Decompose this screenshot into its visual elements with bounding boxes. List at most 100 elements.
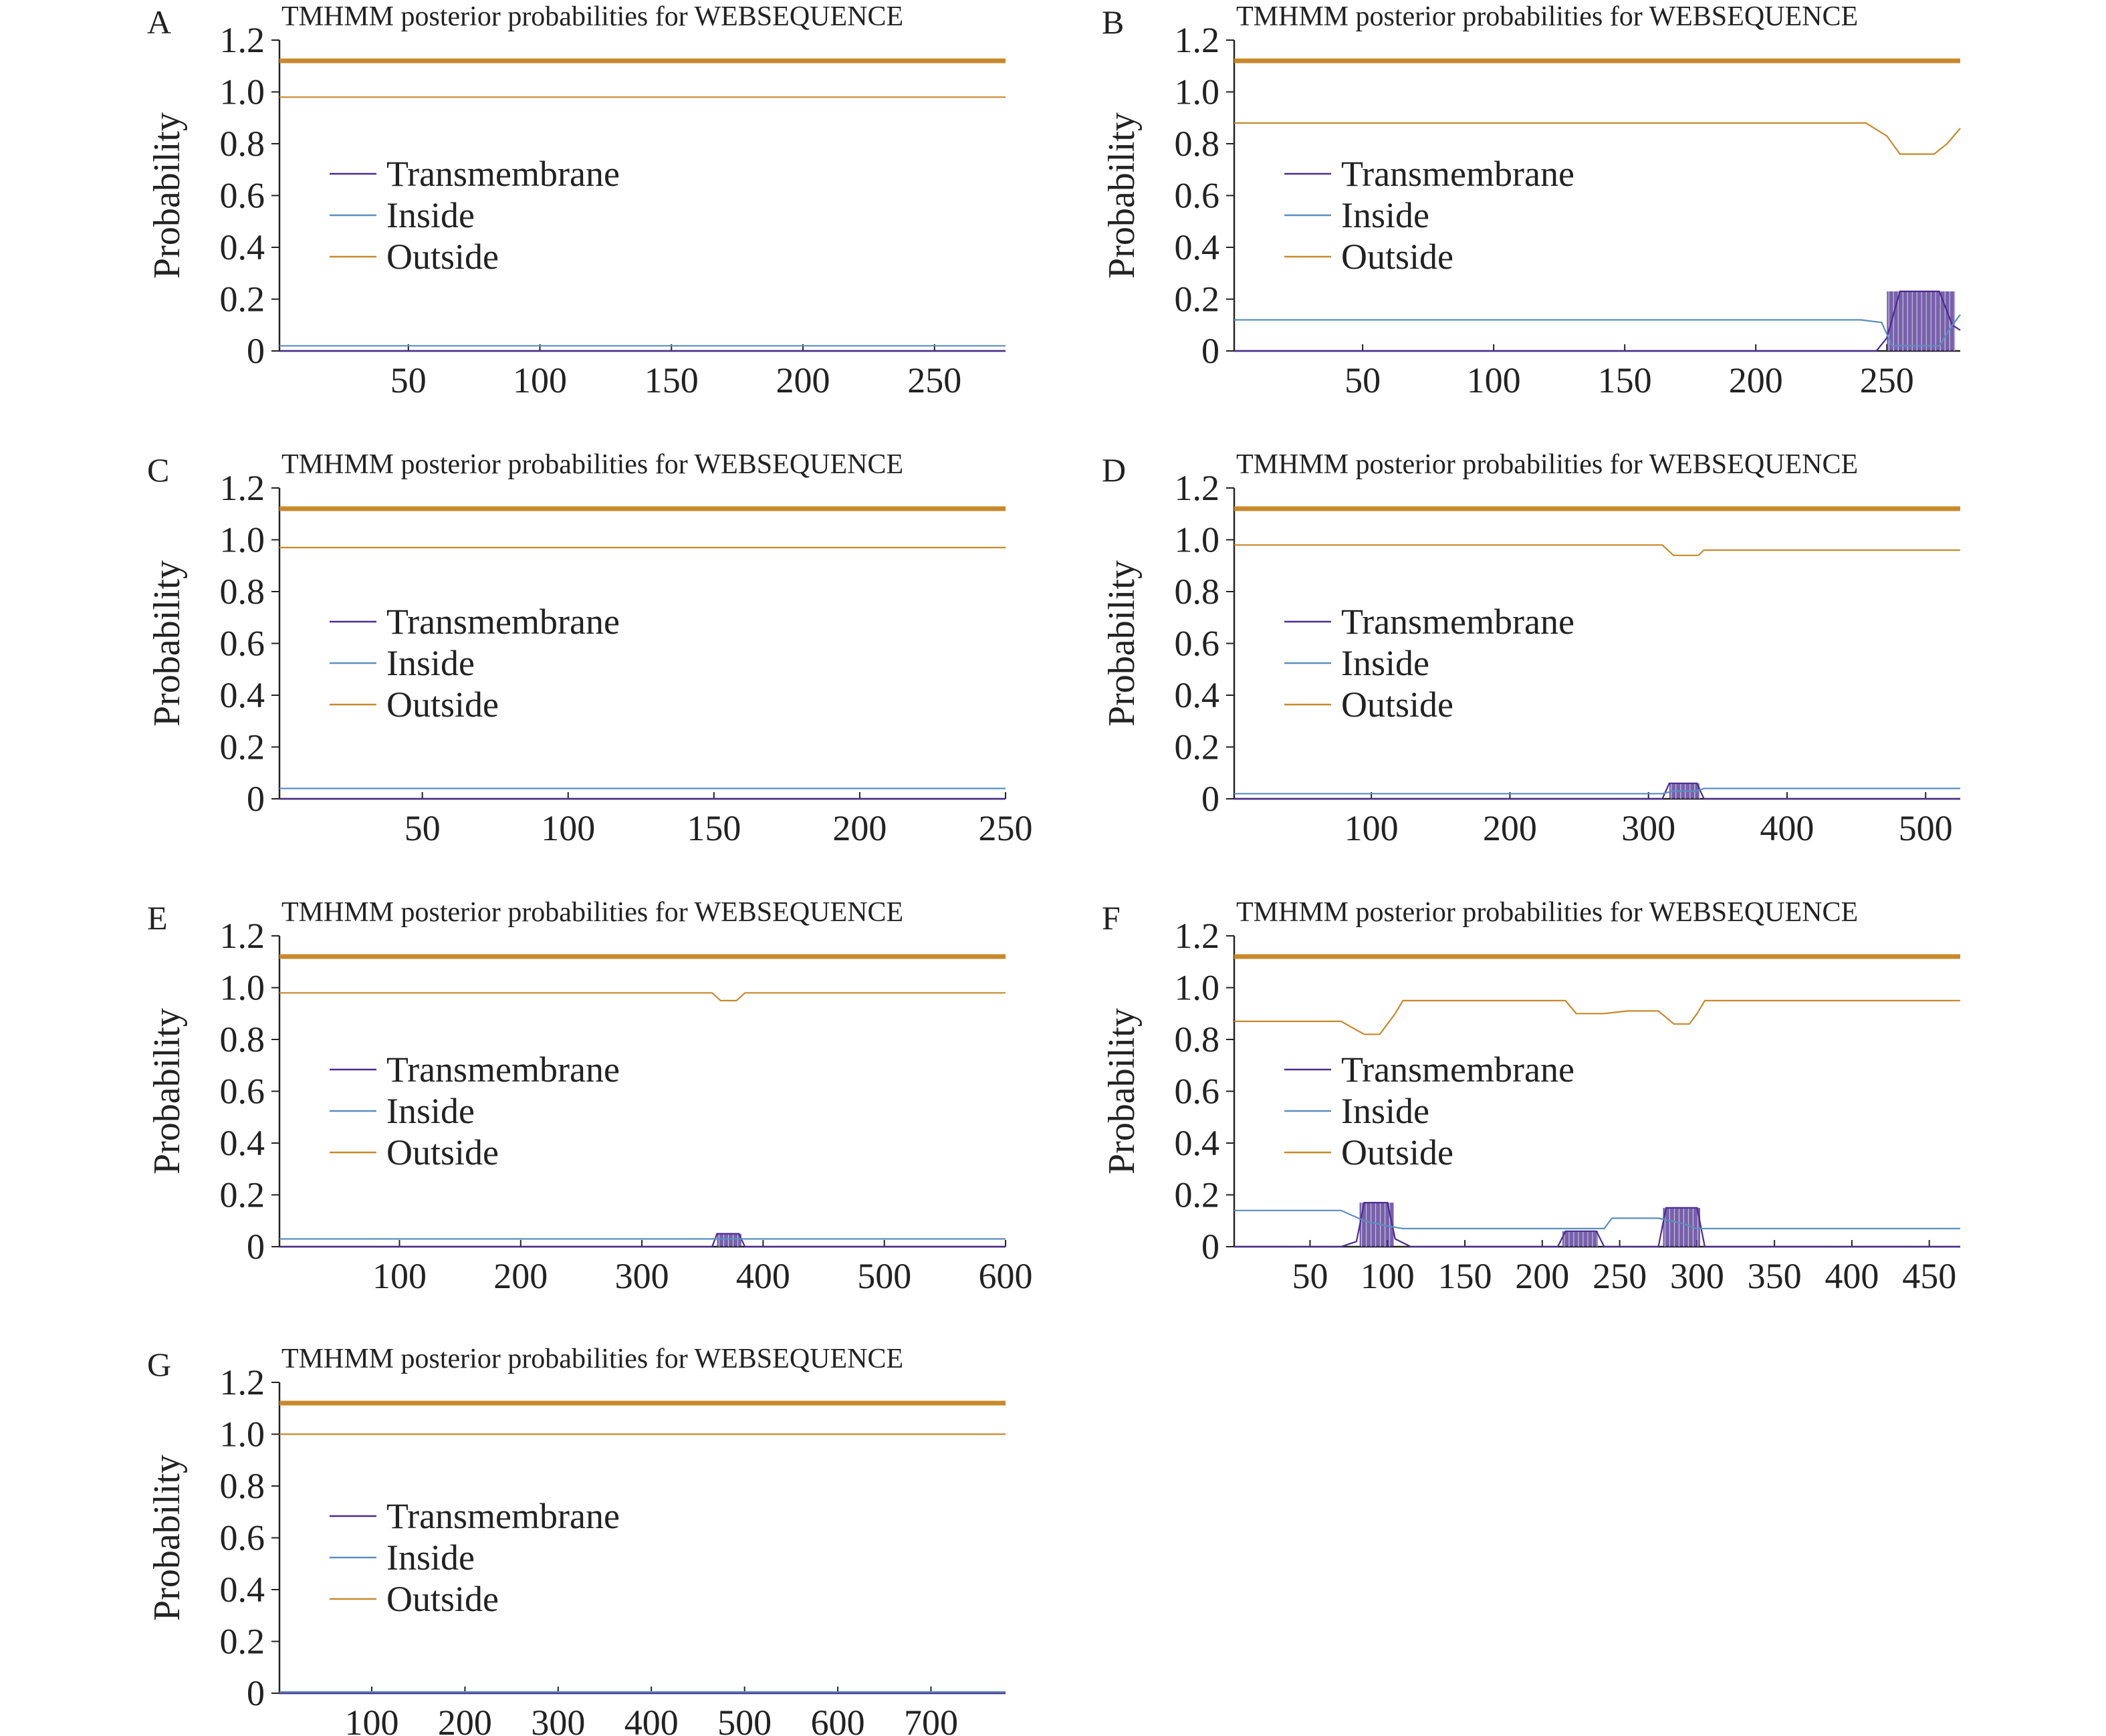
y-tick-label: 0.2: [220, 1175, 265, 1215]
y-tick-label: 0.4: [1175, 675, 1220, 715]
y-axis-label: Probability: [1101, 560, 1143, 727]
x-tick-label: 50: [1292, 1256, 1328, 1296]
y-tick-label: 0: [247, 779, 265, 819]
y-tick-label: 0.8: [220, 1466, 265, 1506]
transmembrane-bar: [1663, 1207, 1700, 1247]
y-tick-label: 0.8: [1175, 572, 1220, 612]
y-tick-label: 1.2: [220, 468, 265, 508]
y-tick-label: 1.0: [220, 1414, 265, 1455]
x-tick-label: 200: [438, 1703, 492, 1736]
y-axis-label: Probability: [146, 112, 188, 279]
y-tick-label: 0: [247, 1227, 265, 1267]
y-axis-label: Probability: [1101, 1008, 1143, 1174]
legend-label: Outside: [386, 685, 499, 725]
legend-label: Transmembrane: [386, 1049, 620, 1090]
x-tick-label: 100: [372, 1256, 427, 1296]
legend-label: Inside: [1341, 1091, 1429, 1131]
y-tick-label: 0.2: [1175, 279, 1220, 320]
y-tick-label: 0.2: [1175, 1175, 1220, 1215]
y-tick-label: 0.4: [1175, 227, 1220, 267]
series-line-outside: [1234, 122, 1961, 155]
y-tick-label: 1.2: [1175, 916, 1220, 956]
x-tick-label: 100: [345, 1703, 399, 1736]
x-tick-label: 400: [624, 1703, 679, 1736]
y-tick-label: 0.6: [1175, 624, 1220, 664]
series-line-inside: [1234, 787, 1960, 795]
y-tick-label: 0.6: [1175, 1072, 1220, 1112]
x-tick-label: 300: [1670, 1256, 1724, 1296]
x-tick-label: 700: [904, 1703, 958, 1736]
series-line-transmembrane: [279, 1233, 1006, 1248]
legend-label: Outside: [386, 1579, 499, 1619]
panel-b: B TMHMM posterior probabilities for WEBSE…: [1101, 1, 1961, 400]
y-tick-label: 0.6: [1175, 176, 1220, 216]
legend-label: Transmembrane: [1341, 1049, 1574, 1090]
x-tick-label: 450: [1902, 1256, 1956, 1296]
x-tick-label: 50: [1344, 360, 1381, 400]
legend-label: Outside: [1341, 1132, 1453, 1172]
y-tick-label: 1.0: [1175, 968, 1220, 1008]
y-tick-label: 1.2: [1175, 468, 1220, 508]
legend-label: Transmembrane: [1341, 602, 1574, 642]
y-tick-label: 1.2: [220, 20, 265, 60]
x-tick-label: 400: [736, 1256, 790, 1296]
series-line-transmembrane: [1234, 290, 1961, 352]
series-line-inside: [1234, 314, 1961, 347]
y-tick-label: 0.4: [220, 1570, 265, 1610]
y-tick-label: 0: [1201, 1227, 1219, 1267]
y-tick-label: 0.8: [220, 124, 265, 164]
series-line-transmembrane: [1234, 782, 1960, 800]
legend-label: Outside: [386, 237, 499, 277]
x-tick-label: 600: [811, 1703, 865, 1736]
chart-title: TMHMM posterior probabilities for WEBSEQ…: [281, 1344, 903, 1374]
y-tick-label: 0.6: [220, 176, 265, 216]
x-tick-label: 300: [1621, 808, 1675, 848]
chart-title: TMHMM posterior probabilities for WEBSEQ…: [1236, 1, 1858, 32]
legend-label: Transmembrane: [386, 602, 620, 642]
legend-label: Inside: [1341, 195, 1429, 235]
y-tick-label: 0.8: [220, 572, 265, 612]
chart-title: TMHMM posterior probabilities for WEBSEQ…: [1236, 897, 1858, 928]
x-tick-label: 350: [1748, 1256, 1802, 1296]
y-tick-label: 0: [247, 331, 265, 371]
x-tick-label: 150: [645, 360, 699, 400]
x-tick-label: 100: [513, 360, 567, 400]
x-tick-label: 400: [1825, 1256, 1879, 1296]
y-tick-label: 0.4: [220, 227, 265, 267]
y-tick-label: 1.0: [220, 520, 265, 560]
x-tick-label: 150: [1598, 360, 1652, 400]
panel-c: C TMHMM posterior probabilities for WEBSE…: [146, 449, 1033, 848]
y-tick-label: 1.0: [220, 968, 265, 1008]
series-line-inside: [1234, 1209, 1960, 1230]
x-tick-label: 500: [717, 1703, 772, 1736]
series-line-outside: [1234, 999, 1960, 1035]
panel-letter: G: [147, 1346, 171, 1383]
transmembrane-bar: [717, 1233, 741, 1247]
transmembrane-bar: [1359, 1203, 1394, 1247]
chart-title: TMHMM posterior probabilities for WEBSEQ…: [281, 897, 903, 928]
panel-d: D TMHMM posterior probabilities for WEBSE…: [1101, 449, 1960, 848]
y-tick-label: 1.2: [220, 916, 265, 956]
y-axis-label: Probability: [146, 1455, 188, 1621]
series-line-transmembrane: [1234, 1201, 1960, 1248]
y-tick-label: 0.6: [220, 1072, 265, 1112]
y-axis-label: Probability: [146, 1008, 188, 1174]
y-tick-label: 0: [1201, 331, 1219, 371]
y-tick-label: 0.8: [1175, 1019, 1220, 1060]
panel-a: A TMHMM posterior probabilities for WEBSE…: [146, 1, 1006, 400]
legend-label: Outside: [1341, 237, 1453, 277]
x-tick-label: 200: [1483, 808, 1537, 848]
legend-label: Outside: [386, 1132, 499, 1172]
x-tick-label: 200: [493, 1256, 548, 1296]
x-tick-label: 200: [1515, 1256, 1569, 1296]
x-tick-label: 250: [979, 808, 1033, 848]
panel-letter: A: [147, 3, 171, 41]
x-tick-label: 500: [857, 1256, 911, 1296]
legend-label: Inside: [386, 195, 475, 235]
y-tick-label: 0.4: [1175, 1123, 1220, 1163]
panel-f: F TMHMM posterior probabilities for WEBSE…: [1101, 897, 1960, 1296]
legend-label: Inside: [1341, 643, 1429, 683]
panel-letter: E: [147, 899, 168, 937]
x-tick-label: 250: [907, 360, 961, 400]
